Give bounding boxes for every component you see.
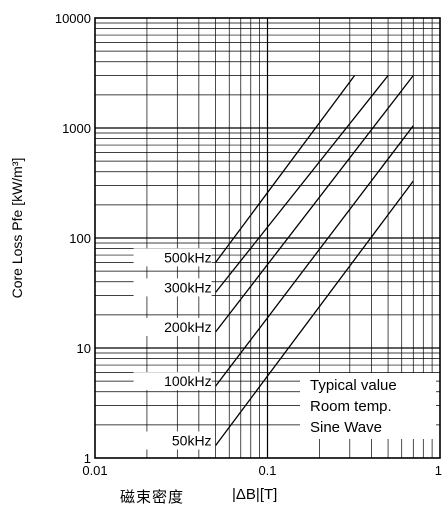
y-tick-label: 1 xyxy=(84,451,91,466)
y-axis-label: Core Loss Pfe [kW/m³] xyxy=(9,158,25,299)
series-label-300khz: 300kHz xyxy=(164,279,211,295)
series-label-bg xyxy=(133,278,212,297)
series-line-500khz xyxy=(215,75,356,263)
series-line-50khz xyxy=(215,180,414,446)
x-tick-label: 0.1 xyxy=(258,463,276,478)
x-axis-label-unit: |ΔB|[T] xyxy=(232,486,278,503)
series-label-500khz: 500kHz xyxy=(164,249,211,265)
x-axis-label: 磁束密度 |ΔB|[T] xyxy=(0,486,443,512)
legend-note-bg xyxy=(300,373,436,439)
plot-frame xyxy=(94,17,441,459)
x-tick-label: 1 xyxy=(435,463,442,478)
series-label-200khz: 200kHz xyxy=(164,319,211,335)
legend-note-line: Typical value xyxy=(310,377,397,394)
y-tick-label: 100 xyxy=(69,231,91,246)
series-label-bg xyxy=(133,248,212,267)
series-label-bg xyxy=(133,317,212,336)
x-tick-label: 0.01 xyxy=(82,463,107,478)
legend-note: Typical value Room temp. Sine Wave xyxy=(300,373,436,439)
series-label-100khz: 100kHz xyxy=(164,373,211,389)
series-label-50khz: 50kHz xyxy=(172,432,212,448)
series-line-100khz xyxy=(215,125,414,387)
series-lines xyxy=(215,75,414,446)
y-tick-label: 10000 xyxy=(55,11,91,26)
y-tick-label: 10 xyxy=(77,341,91,356)
series-line-300khz xyxy=(215,75,389,293)
series-labels: 500kHz 300kHz 200kHz 100kHz 50kHz xyxy=(133,248,212,450)
series-label-bg xyxy=(133,372,212,391)
legend-note-line: Sine Wave xyxy=(310,419,382,436)
series-line-200khz xyxy=(215,75,414,333)
y-tick-label: 1000 xyxy=(62,121,91,136)
x-axis-label-jp: 磁束密度 xyxy=(120,488,185,506)
legend-note-line: Room temp. xyxy=(310,398,392,415)
series-label-bg xyxy=(133,431,212,450)
